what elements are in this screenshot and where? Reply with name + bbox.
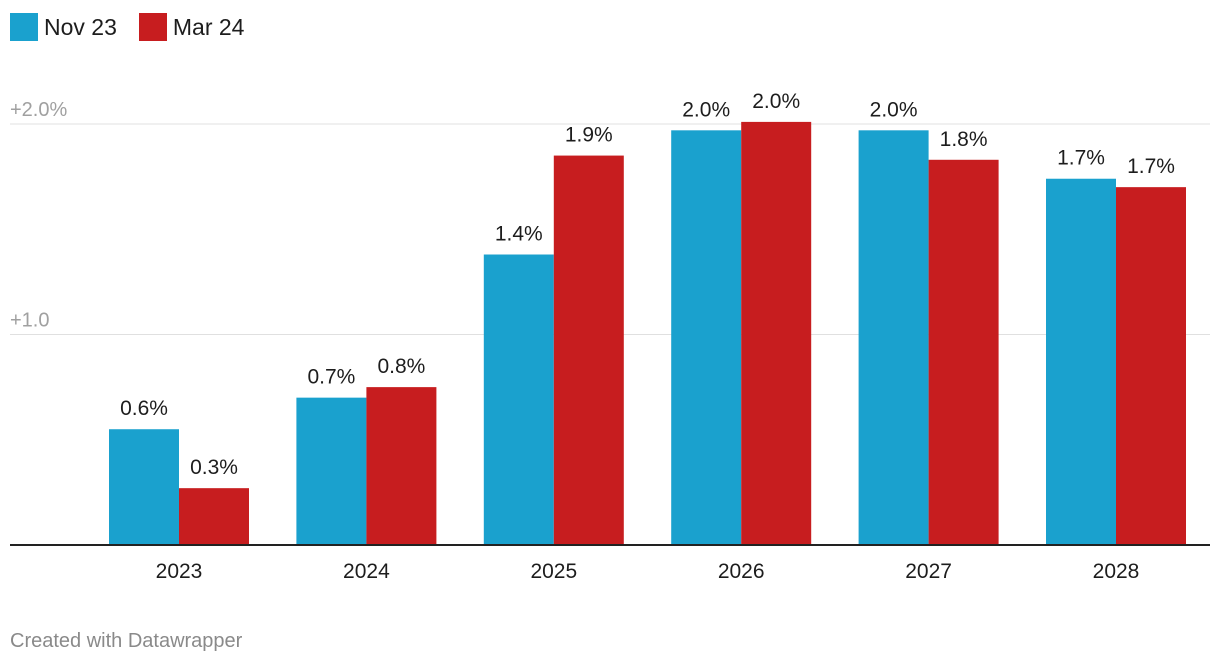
legend-label-nov-23: Nov 23 bbox=[44, 13, 117, 40]
datawrapper-credit: Created with Datawrapper bbox=[10, 630, 243, 652]
bar-value-label: 2.0% bbox=[870, 98, 918, 121]
legend-item-nov-23: Nov 23 bbox=[10, 13, 117, 41]
y-tick-label: +2.0% bbox=[10, 99, 67, 121]
bar-value-label: 0.6% bbox=[120, 397, 168, 420]
legend-swatch-mar-24 bbox=[138, 13, 167, 41]
bar-value-label: 0.7% bbox=[307, 366, 355, 389]
bar bbox=[741, 121, 812, 546]
chart-legend: Nov 23 Mar 24 bbox=[10, 12, 266, 42]
bar bbox=[928, 159, 999, 545]
bar bbox=[1116, 187, 1186, 545]
legend-item-mar-24: Mar 24 bbox=[138, 13, 245, 41]
bar-value-label: 2.0% bbox=[682, 98, 730, 121]
bar-value-label: 1.4% bbox=[495, 223, 543, 246]
bar-value-label: 1.9% bbox=[565, 124, 613, 147]
x-tick-label: 2024 bbox=[343, 560, 390, 583]
legend-swatch-nov-23 bbox=[10, 13, 38, 41]
bar-chart: +2.0% +1.0 0.6% 0.3% 2023 0.7% 0.8% 2024 1.4% 1.9… bbox=[10, 90, 1210, 583]
bar-value-label: 1.7% bbox=[1057, 147, 1105, 170]
x-tick-label: 2023 bbox=[156, 560, 203, 583]
bar bbox=[1046, 178, 1116, 546]
bar bbox=[858, 130, 929, 545]
y-tick-label: +1.0 bbox=[10, 310, 49, 332]
x-tick-label: 2025 bbox=[530, 560, 577, 583]
bar-value-label: 0.8% bbox=[377, 355, 425, 378]
bar-value-label: 2.0% bbox=[752, 90, 800, 113]
bar bbox=[366, 387, 437, 545]
bar-value-label: 1.7% bbox=[1127, 155, 1175, 178]
bar-value-label: 0.3% bbox=[190, 456, 238, 479]
legend-label-mar-24: Mar 24 bbox=[172, 13, 245, 40]
bar-value-label: 1.8% bbox=[940, 128, 988, 151]
bar bbox=[109, 429, 179, 545]
x-tick-label: 2026 bbox=[718, 560, 765, 583]
bar bbox=[553, 155, 624, 545]
x-tick-label: 2028 bbox=[1093, 560, 1140, 583]
bar bbox=[671, 130, 742, 545]
bar bbox=[296, 397, 367, 545]
bar bbox=[179, 488, 249, 545]
x-tick-label: 2027 bbox=[905, 560, 952, 583]
bar bbox=[483, 254, 554, 545]
